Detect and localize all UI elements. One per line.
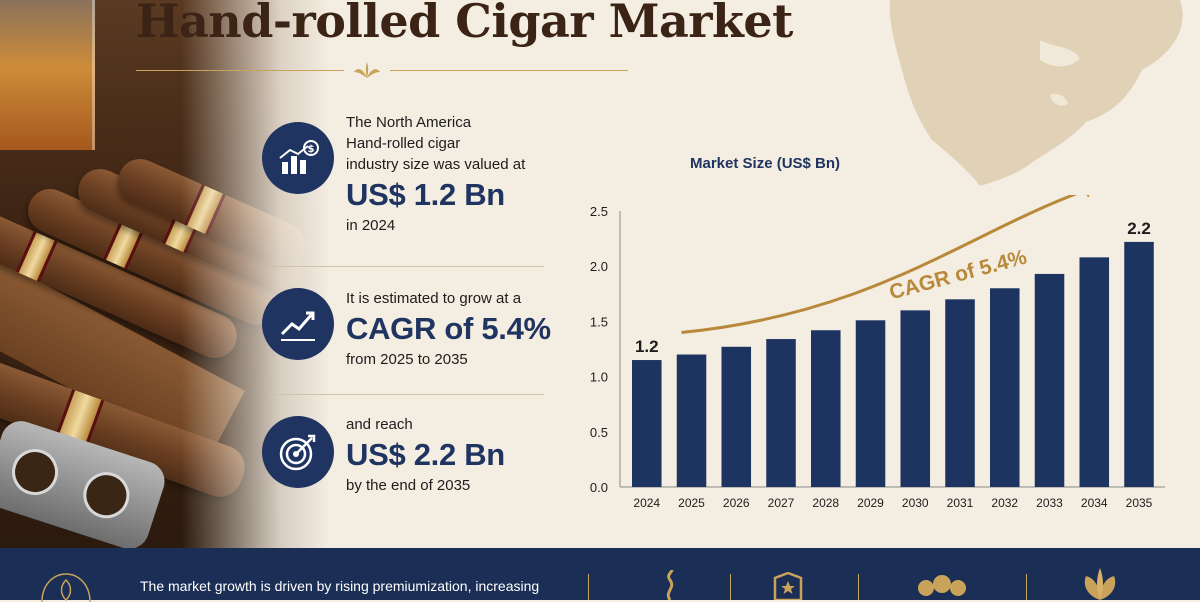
- bar-2030: [900, 310, 931, 487]
- x-tick-label: 2025: [678, 496, 705, 510]
- stat-text-line: by the end of 2035: [346, 477, 471, 494]
- y-tick-label: 2.5: [590, 204, 608, 219]
- smoke-icon: [666, 570, 674, 600]
- cigar-image: [0, 206, 244, 366]
- bar-2033: [1034, 273, 1065, 487]
- footer-separator: [858, 574, 859, 600]
- x-tick-label: 2031: [947, 496, 974, 510]
- cigar-image: [0, 351, 251, 504]
- title-rule-right: [390, 70, 628, 71]
- svg-text:$: $: [308, 144, 315, 155]
- cigar-box-image: [0, 250, 245, 462]
- x-tick-label: 2027: [768, 496, 795, 510]
- cagr-arrowhead: [1086, 195, 1090, 198]
- stat-text-line: The North America: [346, 114, 472, 131]
- y-tick-label: 2.0: [590, 259, 608, 274]
- x-tick-label: 2030: [902, 496, 929, 510]
- stat-highlight: US$ 1.2 Bn: [346, 177, 505, 212]
- bar-chart: 0.0 0.5 1.0 1.5 2.0 2.5 2024 2025 2026 2027 2028 20…: [590, 195, 1165, 510]
- bar-2031: [945, 299, 975, 487]
- footer-separator: [1026, 574, 1027, 600]
- bar-2025: [676, 354, 707, 487]
- bar-2028: [811, 330, 841, 487]
- footer-text: The market growth is driven by rising pr…: [140, 578, 540, 594]
- stat-text-line: It is estimated to grow at a: [346, 290, 522, 307]
- stat-text-line: from 2025 to 2035: [346, 351, 468, 368]
- stat-text-line: and reach: [346, 416, 413, 433]
- stat-cagr: It is estimated to grow at a CAGR of 5.4…: [262, 288, 552, 388]
- stat-text-line: Hand-rolled cigar: [346, 135, 461, 152]
- x-tick-label: 2029: [857, 496, 884, 510]
- bar-2034: [1079, 257, 1110, 487]
- tobacco-leaf-icon: [1084, 568, 1116, 600]
- x-tick-label: 2024: [633, 496, 660, 510]
- y-tick-label: 0.5: [590, 425, 608, 440]
- target-icon: [262, 416, 334, 488]
- y-tick-label: 1.5: [590, 314, 608, 329]
- cagr-arrow: [681, 195, 1078, 335]
- footer-bar: The market growth is driven by rising pr…: [0, 548, 1200, 602]
- shield-star-icon: [773, 572, 803, 600]
- people-icon: [918, 575, 966, 596]
- bar-2027: [766, 339, 796, 487]
- stat-text-line: in 2024: [346, 217, 396, 234]
- cigar-photo: [0, 0, 330, 548]
- cigar-image: [21, 181, 286, 332]
- stat-text-line: industry size was valued at: [346, 156, 526, 173]
- x-tick-label: 2028: [812, 496, 839, 510]
- x-tick-label: 2032: [991, 496, 1018, 510]
- divider: [268, 266, 544, 267]
- x-tick-label: 2034: [1081, 496, 1108, 510]
- x-tick-label: 2033: [1036, 496, 1063, 510]
- stat-forecast: and reach US$ 2.2 Bn by the end of 2035: [262, 414, 552, 514]
- leaf-emblem-icon: [41, 573, 91, 602]
- bar-2024: [632, 360, 662, 487]
- y-tick-label: 1.0: [590, 370, 608, 385]
- bar-2029: [855, 320, 886, 487]
- title-rule-left: [136, 70, 344, 71]
- x-tick-label: 2026: [723, 496, 750, 510]
- data-label: 1.2: [635, 337, 659, 356]
- chart-title: Market Size (US$ Bn): [690, 155, 841, 172]
- footer-separator: [730, 574, 731, 600]
- chart-dollar-icon: $: [262, 122, 334, 194]
- stat-highlight: US$ 2.2 Bn: [346, 437, 505, 472]
- y-tick-label: 0.0: [590, 480, 608, 495]
- bar-2026: [721, 346, 752, 487]
- footer-separator: [588, 574, 589, 600]
- x-tick-label: 2035: [1126, 496, 1153, 510]
- page-title: Hand-rolled Cigar Market: [136, 0, 793, 48]
- stat-market-value: $ The North America Hand-rolled cigar in…: [262, 112, 552, 252]
- bar-2035: [1124, 241, 1154, 487]
- stat-highlight: CAGR of 5.4%: [346, 311, 551, 346]
- bar-2032: [990, 288, 1020, 487]
- whiskey-glass-image: [0, 0, 95, 150]
- cigar-cutter-image: [0, 415, 170, 548]
- north-america-map: [889, 0, 1183, 186]
- trend-up-icon: [262, 288, 334, 360]
- data-label: 2.2: [1127, 219, 1151, 238]
- divider: [268, 394, 544, 395]
- leaf-ornament-icon: [354, 62, 380, 78]
